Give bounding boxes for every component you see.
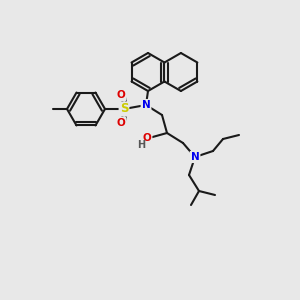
Text: S: S (120, 103, 128, 116)
Text: O: O (117, 118, 125, 128)
Text: O: O (117, 90, 125, 100)
Text: N: N (190, 152, 200, 162)
Text: N: N (142, 100, 150, 110)
Text: O: O (142, 133, 152, 143)
Text: H: H (137, 140, 145, 150)
